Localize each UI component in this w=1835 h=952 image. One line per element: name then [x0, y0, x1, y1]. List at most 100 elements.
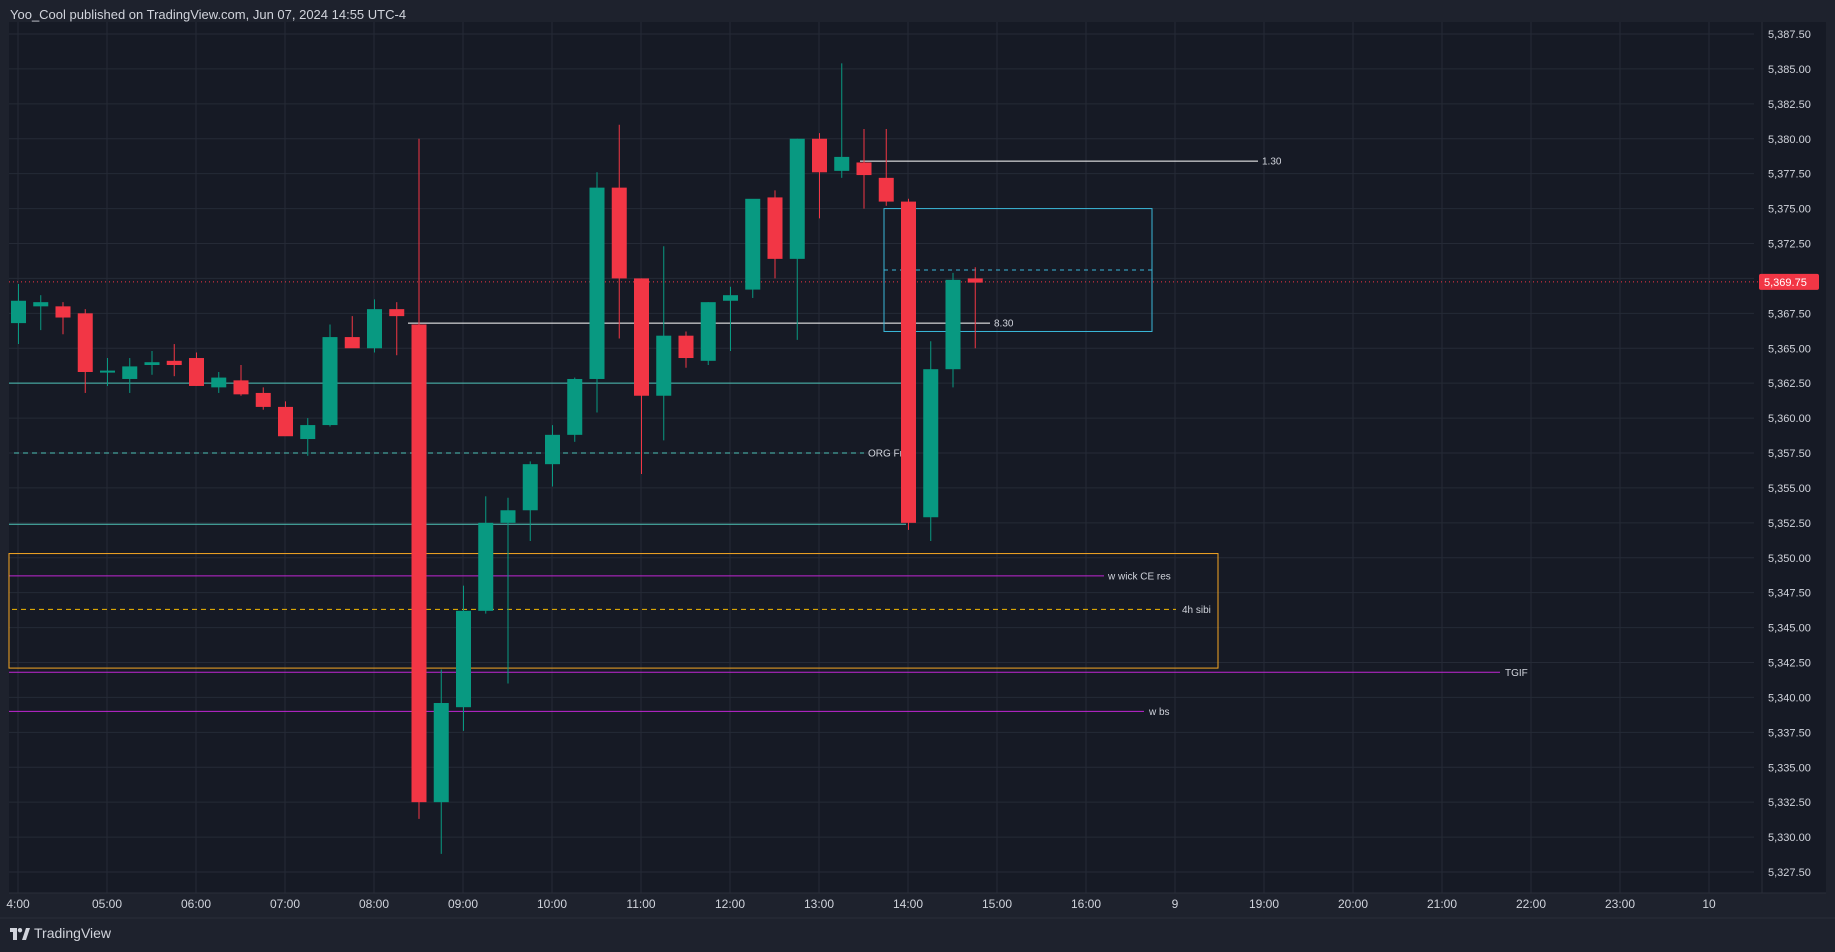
y-tick-label: 5,382.50: [1768, 99, 1811, 111]
x-tick-label: 07:00: [270, 897, 300, 911]
candle-body: [812, 138, 827, 173]
candle-body: [411, 324, 427, 803]
x-tick-label: 10:00: [537, 897, 567, 911]
y-tick-label: 5,372.50: [1768, 239, 1811, 251]
candle-body: [611, 187, 627, 279]
candle-body: [767, 197, 783, 259]
y-tick-label: 5,380.00: [1768, 134, 1811, 146]
candle-body: [878, 177, 894, 202]
x-tick-label: 22:00: [1516, 897, 1546, 911]
candles: [11, 63, 983, 854]
y-tick-label: 5,352.50: [1768, 518, 1811, 530]
y-tick-label: 5,367.50: [1768, 308, 1811, 320]
candle-body: [433, 703, 449, 803]
candle-body: [456, 610, 471, 708]
candle: [166, 344, 182, 377]
candle-body: [11, 300, 26, 324]
tradingview-logo-icon: [10, 927, 30, 940]
candle-body: [33, 302, 49, 307]
candle: [211, 371, 227, 393]
candle: [789, 138, 805, 340]
candle: [834, 63, 850, 178]
candle: [901, 198, 916, 530]
candle: [500, 497, 516, 684]
y-tick-label: 5,337.50: [1768, 727, 1811, 739]
candle: [77, 309, 93, 393]
y-tick-label: 5,332.50: [1768, 797, 1811, 809]
y-tick-label: 5,345.00: [1768, 623, 1811, 635]
candle: [945, 272, 961, 388]
level-label: w wick CE res: [1107, 571, 1171, 582]
grid: [9, 22, 1754, 893]
candle-body: [545, 434, 560, 465]
y-tick-label: 5,330.00: [1768, 832, 1811, 844]
last-price-tag: 5,369.75: [1759, 273, 1819, 290]
candle: [456, 585, 471, 731]
candle: [33, 295, 49, 331]
level-label: TGIF: [1505, 668, 1528, 679]
candle: [700, 302, 716, 366]
candle: [55, 302, 71, 335]
candle-body: [745, 198, 761, 290]
candle: [723, 286, 738, 352]
candle-body: [166, 360, 182, 366]
candle-body: [144, 362, 160, 366]
candle-body: [55, 306, 71, 318]
candle: [255, 387, 271, 410]
candle-body: [967, 278, 983, 283]
candle-body: [478, 522, 494, 611]
candle: [656, 246, 672, 441]
x-tick-label: 23:00: [1605, 897, 1635, 911]
candle: [122, 358, 138, 393]
candle-body: [278, 406, 293, 437]
candle: [411, 138, 427, 819]
candle-body: [322, 337, 338, 426]
candle: [344, 316, 360, 349]
candle: [389, 302, 405, 356]
candle-body: [189, 358, 204, 386]
level-label: 8.30: [994, 319, 1014, 330]
candle: [233, 365, 249, 396]
y-tick-label: 5,327.50: [1768, 867, 1811, 879]
candle: [433, 669, 449, 854]
candle: [589, 172, 605, 413]
candle-body: [522, 464, 538, 511]
candle: [545, 425, 560, 487]
x-tick-label: 16:00: [1071, 897, 1101, 911]
x-tick-label: 4:00: [6, 897, 30, 911]
level-label: 1.30: [1262, 157, 1282, 168]
candle-body: [923, 369, 939, 518]
candle: [100, 358, 115, 386]
y-tick-label: 5,377.50: [1768, 169, 1811, 181]
x-tick-label: 05:00: [92, 897, 122, 911]
candle-body: [122, 366, 138, 379]
x-tick-label: 20:00: [1338, 897, 1368, 911]
candle-body: [367, 309, 382, 349]
candle: [767, 190, 783, 279]
y-tick-label: 5,375.00: [1768, 204, 1811, 216]
drawings: 1.30 8.30 ORG Fri w wick CE res 4h sibi TGIF w…: [8, 157, 1762, 718]
candle: [812, 133, 827, 219]
y-tick-label: 5,357.50: [1768, 448, 1811, 460]
x-tick-label: 13:00: [804, 897, 834, 911]
publish-note: Yoo_Cool published on TradingView.com, J…: [10, 7, 407, 22]
x-tick-label: 19:00: [1249, 897, 1279, 911]
y-tick-label: 5,342.50: [1768, 658, 1811, 670]
tradingview-brand[interactable]: TradingView: [10, 925, 111, 941]
candle: [611, 124, 627, 339]
candle-body: [834, 156, 850, 171]
x-tick-label: 08:00: [359, 897, 389, 911]
candle-body: [77, 313, 93, 372]
y-tick-label: 5,362.50: [1768, 378, 1811, 390]
candle: [678, 331, 694, 368]
last-price-label: 5,369.75: [1764, 277, 1807, 289]
candle-body: [856, 162, 872, 176]
fvg-box: [8, 553, 1219, 669]
candle-body: [678, 335, 694, 359]
candle-body: [945, 279, 961, 370]
candle-body: [901, 201, 916, 523]
y-tick-label: 5,347.50: [1768, 588, 1811, 600]
candle-body: [789, 138, 805, 259]
